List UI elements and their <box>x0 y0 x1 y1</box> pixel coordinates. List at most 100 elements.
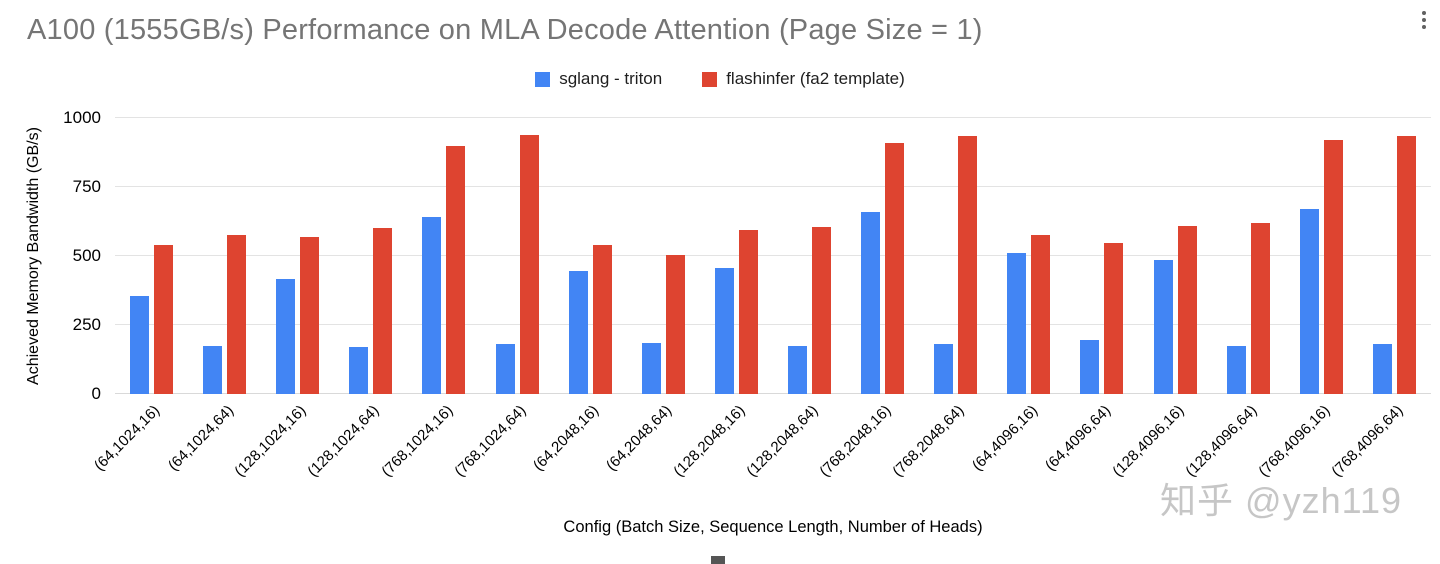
cropped-bottom-element <box>711 556 725 564</box>
bar-flashinfer[interactable] <box>1031 235 1051 394</box>
bar-flashinfer[interactable] <box>1177 225 1197 394</box>
gridline <box>115 393 1431 394</box>
legend-item-sglang[interactable]: sglang - triton <box>535 69 662 89</box>
legend-item-flashinfer[interactable]: flashinfer (fa2 template) <box>702 69 905 89</box>
x-tick-label: (64,4096,64) <box>1041 402 1115 475</box>
x-tick-label: (64,4096,16) <box>968 402 1041 475</box>
legend-label-sglang: sglang - triton <box>559 69 663 88</box>
kebab-menu-icon[interactable] <box>1416 6 1432 34</box>
bar-group: (128,2048,16) <box>670 118 773 480</box>
y-tick-label: 750 <box>72 177 101 196</box>
bar-sglang-triton[interactable] <box>1080 340 1100 394</box>
bar-sglang-triton[interactable] <box>130 296 150 394</box>
legend-swatch-blue <box>535 71 551 87</box>
bar-flashinfer[interactable] <box>519 134 539 394</box>
x-tick-label: (64,2048,16) <box>530 402 603 475</box>
plot-area: 0 250 500 750 1000 (64,1024,16) (64,1024,64) (1… <box>63 108 1431 480</box>
gridline <box>115 117 1431 118</box>
bar-flashinfer[interactable] <box>373 228 393 394</box>
bar-flashinfer[interactable] <box>1250 222 1270 394</box>
bar-sglang-triton[interactable] <box>568 271 588 394</box>
bar-sglang-triton[interactable] <box>1372 344 1392 394</box>
bar-flashinfer[interactable] <box>1104 242 1124 394</box>
x-tick-label: (768,2048,16) <box>816 402 895 481</box>
chart-title: A100 (1555GB/s) Performance on MLA Decod… <box>27 14 983 46</box>
bar-flashinfer[interactable] <box>592 244 612 394</box>
bar-sglang-triton[interactable] <box>422 217 442 394</box>
bar-flashinfer[interactable] <box>227 235 247 394</box>
bars-row: (64,1024,16) (64,1024,64) (128,1024,16) (12… <box>91 118 1431 480</box>
x-axis-title: Config (Batch Size, Sequence Length, Num… <box>563 518 983 536</box>
x-tick-label: (768,4096,64) <box>1328 402 1407 481</box>
bar-flashinfer[interactable] <box>812 227 832 394</box>
bar-sglang-triton[interactable] <box>714 268 734 394</box>
bar-flashinfer[interactable] <box>958 135 978 394</box>
gridline <box>115 255 1431 256</box>
bar-sglang-triton[interactable] <box>203 345 223 394</box>
bar-group: (768,2048,64) <box>890 118 992 480</box>
x-tick-label: (64,1024,64) <box>164 402 237 475</box>
y-tick-label: 1000 <box>63 108 101 127</box>
x-tick-label: (64,2048,64) <box>603 402 676 475</box>
bar-sglang-triton[interactable] <box>349 347 369 394</box>
bar-sglang-triton[interactable] <box>641 342 661 394</box>
bar-group: (768,1024,64) <box>451 118 554 480</box>
bar-flashinfer[interactable] <box>154 244 174 394</box>
bar-group: (768,4096,64) <box>1328 118 1431 480</box>
bar-flashinfer[interactable] <box>1323 140 1343 394</box>
bar-flashinfer[interactable] <box>665 254 685 394</box>
x-tick-label: (128,2048,16) <box>670 402 749 481</box>
bar-group: (64,2048,16) <box>530 118 627 474</box>
bar-group: (128,4096,16) <box>1109 118 1212 480</box>
gridline <box>115 324 1431 325</box>
bar-sglang-triton[interactable] <box>1299 209 1319 394</box>
bar-flashinfer[interactable] <box>1396 135 1416 394</box>
x-tick-label: (768,2048,64) <box>889 402 968 481</box>
y-axis-title: Achieved Memory Bandwidth (GB/s) <box>25 127 42 385</box>
bar-group: (768,2048,16) <box>817 118 919 480</box>
bar-group: (128,1024,64) <box>305 118 407 480</box>
bar-sglang-triton[interactable] <box>1007 253 1027 394</box>
bar-flashinfer[interactable] <box>300 236 320 394</box>
bar-group: (64,1024,16) <box>91 118 188 474</box>
x-tick-label: (768,4096,16) <box>1255 402 1334 481</box>
x-tick-label: (64,1024,16) <box>91 402 164 475</box>
bar-group: (64,2048,64) <box>603 118 700 474</box>
bar-sglang-triton[interactable] <box>1153 260 1173 394</box>
bar-group: (64,4096,16) <box>969 118 1065 474</box>
bar-sglang-triton[interactable] <box>934 344 954 394</box>
x-tick-label: (128,4096,16) <box>1109 402 1188 481</box>
watermark: 知乎 @yzh119 <box>1160 480 1402 521</box>
kebab-dot <box>1422 18 1426 22</box>
y-tick-label: 500 <box>72 246 101 265</box>
bar-flashinfer[interactable] <box>885 142 905 394</box>
gridline <box>115 186 1431 187</box>
legend-label-flashinfer: flashinfer (fa2 template) <box>726 69 905 88</box>
x-tick-label: (128,1024,64) <box>304 402 383 481</box>
bar-sglang-triton[interactable] <box>276 279 296 394</box>
bar-group: (768,4096,16) <box>1255 118 1358 480</box>
bar-group: (128,4096,64) <box>1182 118 1285 480</box>
x-tick-label: (128,4096,64) <box>1182 402 1261 481</box>
kebab-dot <box>1422 11 1426 15</box>
x-tick-label: (128,2048,64) <box>743 402 822 481</box>
kebab-dot <box>1422 25 1426 29</box>
legend: sglang - triton flashinfer (fa2 template… <box>0 69 1440 89</box>
bar-sglang-triton[interactable] <box>788 345 808 394</box>
bar-group: (128,2048,64) <box>743 118 846 480</box>
bar-flashinfer[interactable] <box>738 229 758 394</box>
x-tick-label: (768,1024,64) <box>451 402 530 481</box>
bar-group: (768,1024,16) <box>378 118 480 480</box>
x-tick-label: (768,1024,16) <box>377 402 457 481</box>
bar-sglang-triton[interactable] <box>495 344 515 394</box>
legend-swatch-red <box>702 71 718 87</box>
bar-sglang-triton[interactable] <box>861 211 881 394</box>
bar-group: (64,1024,64) <box>165 118 261 474</box>
bar-group: (128,1024,16) <box>232 118 334 480</box>
bar-flashinfer[interactable] <box>446 145 466 394</box>
x-tick-label: (128,1024,16) <box>231 402 310 481</box>
y-tick-label: 250 <box>72 315 101 334</box>
bar-sglang-triton[interactable] <box>1226 345 1246 394</box>
y-tick-label: 0 <box>91 384 101 403</box>
